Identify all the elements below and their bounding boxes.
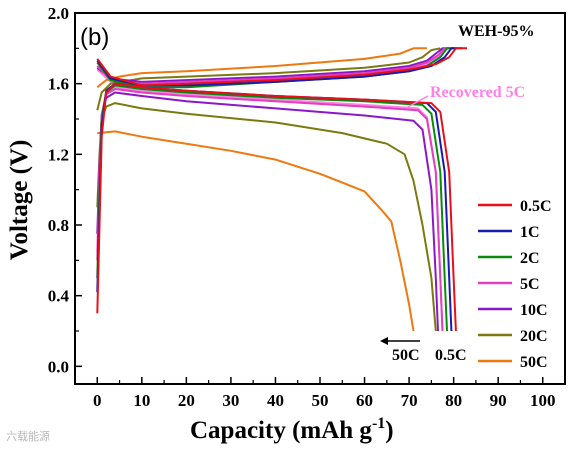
x-tick-label: 0 bbox=[93, 391, 102, 410]
series-0-5c-charge bbox=[96, 47, 467, 87]
legend-label: 20C bbox=[520, 328, 548, 345]
y-tick-label: 0.8 bbox=[48, 216, 69, 235]
legend-label: 50C bbox=[520, 354, 548, 371]
x-tick-label: 70 bbox=[401, 391, 418, 410]
chart-title: WEH-95% bbox=[458, 23, 534, 40]
x-tick-label: 20 bbox=[178, 391, 195, 410]
x-tick-label: 50 bbox=[312, 391, 329, 410]
legend-label: 2C bbox=[520, 250, 540, 267]
recovered-annotation: Recovered 5C bbox=[430, 84, 525, 101]
x-tick-label: 60 bbox=[356, 391, 373, 410]
recovered-pointer bbox=[405, 95, 429, 109]
ticks-layer: 0 10 20 30 40 50 60 70 80 90 100 0.0 0.4 0.8 1.2 1.6 2.0 bbox=[48, 4, 556, 410]
x-tick-label: 10 bbox=[133, 391, 150, 410]
series-0-5c-discharge bbox=[96, 82, 457, 332]
legend-label: 1C bbox=[520, 224, 540, 241]
legend-label: 0.5C bbox=[520, 198, 552, 215]
panel-label: (b) bbox=[80, 24, 109, 51]
series-10c-charge bbox=[96, 47, 450, 83]
x-tick-label: 30 bbox=[222, 391, 239, 410]
y-tick-label: 0.4 bbox=[48, 287, 70, 306]
y-tick-label: 1.6 bbox=[48, 75, 69, 94]
arrow-left-label: 50C bbox=[392, 347, 420, 364]
x-tick-label: 80 bbox=[445, 391, 462, 410]
series-10c-discharge bbox=[96, 91, 439, 332]
x-tick-label: 40 bbox=[267, 391, 284, 410]
y-tick-label: 2.0 bbox=[48, 4, 69, 23]
y-tick-label: 0.0 bbox=[48, 357, 69, 376]
x-tick-label: 90 bbox=[490, 391, 507, 410]
series-1c-discharge bbox=[96, 82, 453, 332]
x-axis-title: Capacity (mAh g-1) bbox=[190, 415, 394, 444]
rate-arrow-head bbox=[380, 337, 388, 345]
series-5c-discharge bbox=[96, 88, 444, 332]
arrow-right-label: 0.5C bbox=[435, 347, 467, 364]
y-tick-label: 1.2 bbox=[48, 145, 69, 164]
series-recovered-5c-discharge bbox=[96, 86, 444, 332]
plot-frame bbox=[74, 12, 566, 385]
legend-label: 5C bbox=[520, 276, 540, 293]
series-20c-charge bbox=[96, 47, 441, 111]
series-50c-discharge bbox=[97, 130, 415, 332]
x-tick-label: 100 bbox=[530, 391, 556, 410]
series-layer bbox=[96, 47, 467, 332]
watermark: 六载能源 bbox=[6, 429, 50, 443]
y-axis-title: Voltage (V) bbox=[6, 140, 33, 261]
legend: 0.5C 1C 2C 5C 10C 20C 50C bbox=[478, 198, 552, 371]
legend-label: 10C bbox=[520, 302, 548, 319]
